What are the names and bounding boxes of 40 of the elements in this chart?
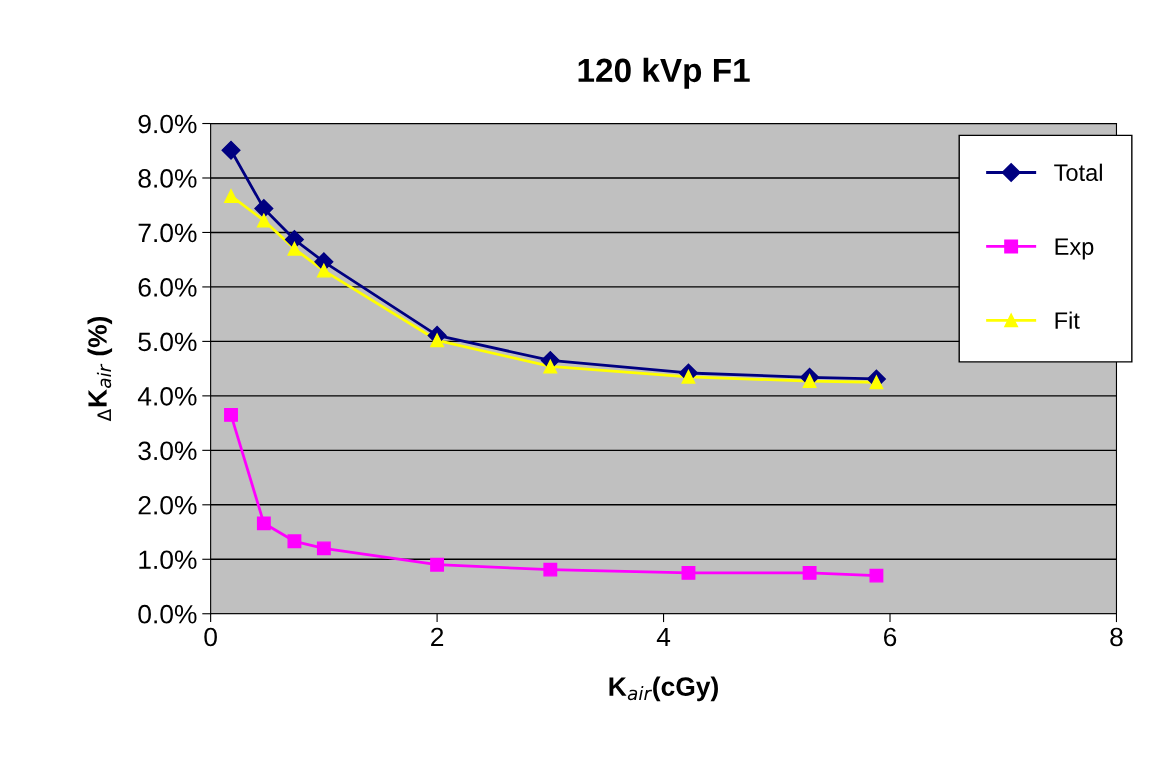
point bbox=[869, 375, 884, 390]
point bbox=[869, 568, 884, 583]
legend-label: Fit bbox=[1055, 311, 1080, 329]
point bbox=[543, 359, 558, 374]
point bbox=[221, 140, 241, 160]
x-tick-label: 2 bbox=[431, 627, 444, 647]
point bbox=[224, 407, 238, 422]
y-tick-label: 2.0% bbox=[138, 495, 197, 515]
point bbox=[254, 198, 274, 219]
point bbox=[287, 534, 302, 549]
legend-label: Exp bbox=[1055, 238, 1094, 260]
x-tick-label: 8 bbox=[1110, 627, 1123, 647]
point bbox=[224, 189, 238, 203]
y-axis-title: $_{Δ}$K$_{air}$ (%) bbox=[87, 316, 113, 422]
point bbox=[316, 541, 331, 556]
y-tick-label: 3.0% bbox=[138, 441, 197, 461]
point bbox=[543, 562, 558, 577]
x-axis-title: K$_{air}$(cGy) bbox=[609, 676, 718, 702]
y-tick-label: 9.0% bbox=[138, 114, 197, 134]
point bbox=[681, 565, 696, 580]
y-tick-label: 8.0% bbox=[138, 169, 197, 188]
y-tick-label: 1.0% bbox=[139, 550, 197, 570]
point bbox=[287, 241, 302, 256]
y-tick-label: 4.0% bbox=[137, 387, 197, 406]
y-tick-label: 6.0% bbox=[138, 278, 197, 297]
point bbox=[316, 263, 331, 278]
point bbox=[256, 213, 271, 228]
x-tick-label: 0 bbox=[204, 627, 217, 647]
chart-title: 120 kVp F1 bbox=[578, 57, 750, 89]
point bbox=[256, 516, 271, 531]
point bbox=[430, 557, 445, 572]
point bbox=[802, 374, 817, 389]
point bbox=[681, 369, 696, 384]
y-tick-label: 7.0% bbox=[138, 223, 197, 243]
x-tick-label: 6 bbox=[884, 627, 897, 647]
point bbox=[802, 565, 817, 580]
y-tick-label: 5.0% bbox=[138, 332, 197, 352]
legend-label: Total bbox=[1054, 163, 1102, 181]
x-tick-label: 4 bbox=[656, 627, 671, 647]
y-tick-label: 0.0% bbox=[138, 604, 197, 624]
